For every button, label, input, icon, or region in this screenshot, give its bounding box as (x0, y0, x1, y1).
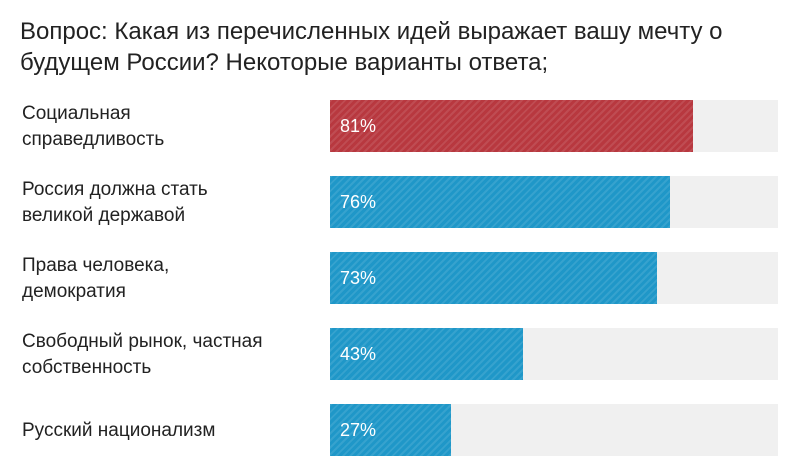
category-label: Русский национализм (22, 420, 216, 441)
category-label: Россия должна стать великой державой (22, 179, 208, 226)
bar-row: Свободный рынок, частная собственность 43% (0, 328, 796, 382)
bar-row: Социальная справедливость 81% (0, 100, 796, 154)
category-label: Права человека, демократия (22, 255, 170, 302)
bar: 81% (330, 100, 693, 152)
bar-track: 76% (330, 176, 778, 228)
bar: 73% (330, 252, 657, 304)
bar-track: 27% (330, 404, 778, 456)
bar-value-label: 81% (340, 115, 377, 136)
bar-track: 81% (330, 100, 778, 152)
category-label: Социальная справедливость (22, 103, 165, 150)
bar: 76% (330, 176, 670, 228)
bar: 27% (330, 404, 451, 456)
bar-row: Россия должна стать великой державой 76% (0, 176, 796, 230)
bar-track: 43% (330, 328, 778, 380)
bar: 43% (330, 328, 523, 380)
bar-value-label: 27% (340, 419, 377, 440)
chart-title: Вопрос: Какая из перечисленных идей выра… (20, 18, 723, 76)
bar-value-label: 73% (340, 267, 377, 288)
bar-row: Русский национализм 27% (0, 404, 796, 458)
bar-track: 73% (330, 252, 778, 304)
bar-value-label: 43% (340, 343, 377, 364)
bar-row: Права человека, демократия 73% (0, 252, 796, 306)
category-label: Свободный рынок, частная собственность (22, 331, 263, 378)
bar-value-label: 76% (340, 191, 377, 212)
